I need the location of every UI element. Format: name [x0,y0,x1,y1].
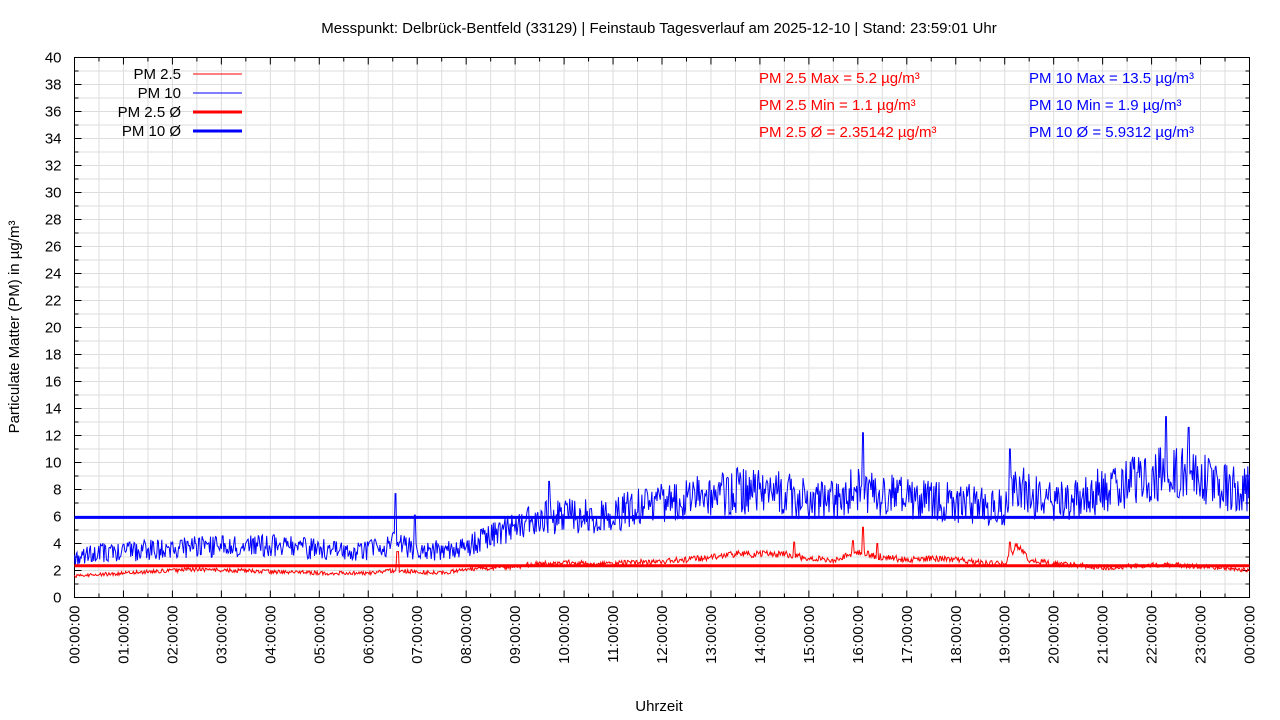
legend-label: PM 2.5 [133,66,181,83]
stat-annotation: PM 10 Min = 1.9 µg/m³ [1029,97,1181,114]
y-tick-label: 10 [45,455,62,472]
y-tick-label: 40 [45,50,62,67]
x-tick-label: 07:00:00 [409,606,426,664]
series-layer [74,416,1250,578]
x-tick-label: 14:00:00 [752,606,769,664]
x-tick-label: 03:00:00 [213,606,230,664]
y-tick-label: 30 [45,185,62,202]
x-tick-label: 10:00:00 [556,606,573,664]
y-tick-label: 18 [45,347,62,364]
legend-label: PM 2.5 Ø [118,104,182,121]
y-tick-label: 0 [53,590,61,607]
x-tick-label: 16:00:00 [850,606,867,664]
x-tick-label: 12:00:00 [654,606,671,664]
x-tick-label: 22:00:00 [1144,606,1161,664]
legend-label: PM 10 [138,85,181,102]
axis-ticks: 024681012141618202224262830323436384000:… [45,50,1259,664]
x-tick-label: 17:00:00 [899,606,916,664]
x-tick-label: 18:00:00 [948,606,965,664]
y-tick-label: 34 [45,131,62,148]
y-tick-label: 2 [53,563,61,580]
stat-annotation: PM 10 Ø = 5.9312 µg/m³ [1029,124,1194,141]
y-tick-label: 20 [45,320,62,337]
y-tick-label: 4 [53,536,61,553]
x-tick-label: 06:00:00 [360,606,377,664]
x-tick-label: 21:00:00 [1095,606,1112,664]
y-tick-label: 36 [45,104,62,121]
stat-annotation: PM 2.5 Max = 5.2 µg/m³ [759,70,920,87]
y-tick-label: 16 [45,374,62,391]
y-tick-label: 38 [45,77,62,94]
y-tick-label: 26 [45,239,62,256]
y-tick-label: 32 [45,158,62,175]
series-line [74,416,1250,567]
x-tick-label: 04:00:00 [262,606,279,664]
x-tick-label: 19:00:00 [997,606,1014,664]
series-line [74,526,1250,578]
stat-annotation: PM 2.5 Min = 1.1 µg/m³ [759,97,916,114]
y-tick-label: 22 [45,293,62,310]
x-axis-label: Uhrzeit [635,698,683,715]
x-tick-label: 05:00:00 [311,606,328,664]
stat-annotation: PM 10 Max = 13.5 µg/m³ [1029,70,1194,87]
legend: PM 2.5 PM 10 PM 2.5 Ø PM 10 Ø [118,66,242,140]
x-tick-label: 00:00:00 [1242,606,1259,664]
x-tick-label: 15:00:00 [801,606,818,664]
chart-title: Messpunkt: Delbrück-Bentfeld (33129) | F… [321,20,996,37]
y-tick-label: 28 [45,212,62,229]
y-tick-label: 14 [45,401,62,418]
y-tick-label: 12 [45,428,62,445]
x-tick-label: 01:00:00 [115,606,132,664]
x-tick-label: 00:00:00 [67,606,84,664]
annotations: PM 2.5 Max = 5.2 µg/m³ PM 2.5 Min = 1.1 µ… [759,70,1194,141]
stat-annotation: PM 2.5 Ø = 2.35142 µg/m³ [759,124,936,141]
x-tick-label: 23:00:00 [1193,606,1210,664]
legend-label: PM 10 Ø [122,123,182,140]
y-tick-label: 6 [53,509,61,526]
x-tick-label: 09:00:00 [507,606,524,664]
x-tick-label: 20:00:00 [1046,606,1063,664]
x-tick-label: 08:00:00 [458,606,475,664]
x-tick-label: 02:00:00 [164,606,181,664]
y-axis-label: Particulate Matter (PM) in µg/m³ [6,221,23,434]
x-tick-label: 13:00:00 [703,606,720,664]
x-tick-label: 11:00:00 [605,606,622,663]
y-tick-label: 24 [45,266,62,283]
y-tick-label: 8 [53,482,61,499]
